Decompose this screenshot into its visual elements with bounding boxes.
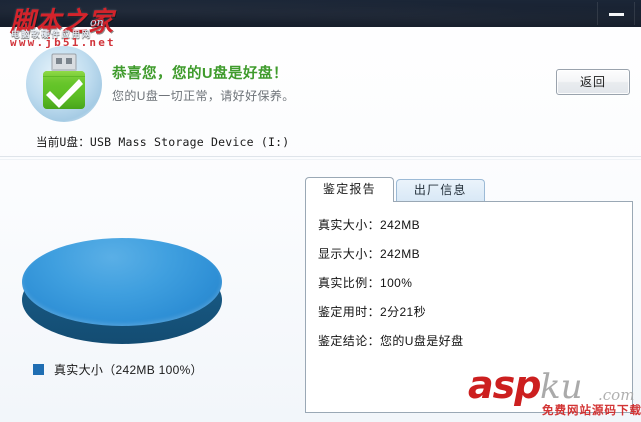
title-bar (0, 0, 641, 27)
pie-graphic (22, 238, 222, 348)
hero-subtitle: 您的U盘一切正常，请好好保养。 (112, 89, 295, 103)
tab-inspection-report[interactable]: 鉴定报告 (305, 177, 394, 202)
report-panel: 真实大小：242MB 显示大小：242MB 真实比例：100% 鉴定用时：2分2… (305, 201, 633, 413)
minimize-icon (609, 13, 624, 16)
report-row-real-size: 真实大小：242MB (318, 218, 421, 232)
site-logo-subtitle: 电脑软硬件应用网 (11, 29, 92, 39)
report-row-real-ratio: 真实比例：100% (318, 276, 413, 290)
report-tabs-host: 鉴定报告 出厂信息 真实大小：242MB 显示大小：242MB 真实比例：100… (305, 177, 635, 416)
pie-slice-real-size (22, 238, 222, 326)
report-list: 真实大小：242MB 显示大小：242MB 真实比例：100% 鉴定用时：2分2… (318, 216, 624, 361)
report-row-displayed-size: 显示大小：242MB (318, 247, 421, 261)
legend-label-real-size: 真实大小（242MB 100%） (54, 363, 203, 377)
current-device-label: 当前U盘：USB Mass Storage Device (I:) (36, 135, 290, 149)
hero-title: 恭喜您，您的U盘是好盘！ (112, 66, 288, 82)
section-divider-shadow (0, 159, 641, 160)
capacity-pie-chart: 真实大小（242MB 100%） (10, 200, 280, 400)
titlebar-separator-left (597, 2, 598, 25)
section-divider (0, 156, 641, 158)
tab-factory-info[interactable]: 出厂信息 (395, 179, 485, 202)
report-row-elapsed-time: 鉴定用时：2分21秒 (318, 305, 427, 319)
legend-swatch-real-size (33, 364, 44, 375)
tab-strip: 鉴定报告 出厂信息 (305, 177, 487, 202)
chart-legend: 真实大小（242MB 100%） (33, 361, 203, 378)
report-row-conclusion: 鉴定结论：您的U盘是好盘 (318, 334, 464, 348)
titlebar-separator-right (634, 2, 635, 25)
return-button[interactable]: 返回 (556, 69, 630, 95)
usb-drive-check-icon (26, 46, 102, 122)
minimize-button[interactable] (605, 5, 629, 22)
